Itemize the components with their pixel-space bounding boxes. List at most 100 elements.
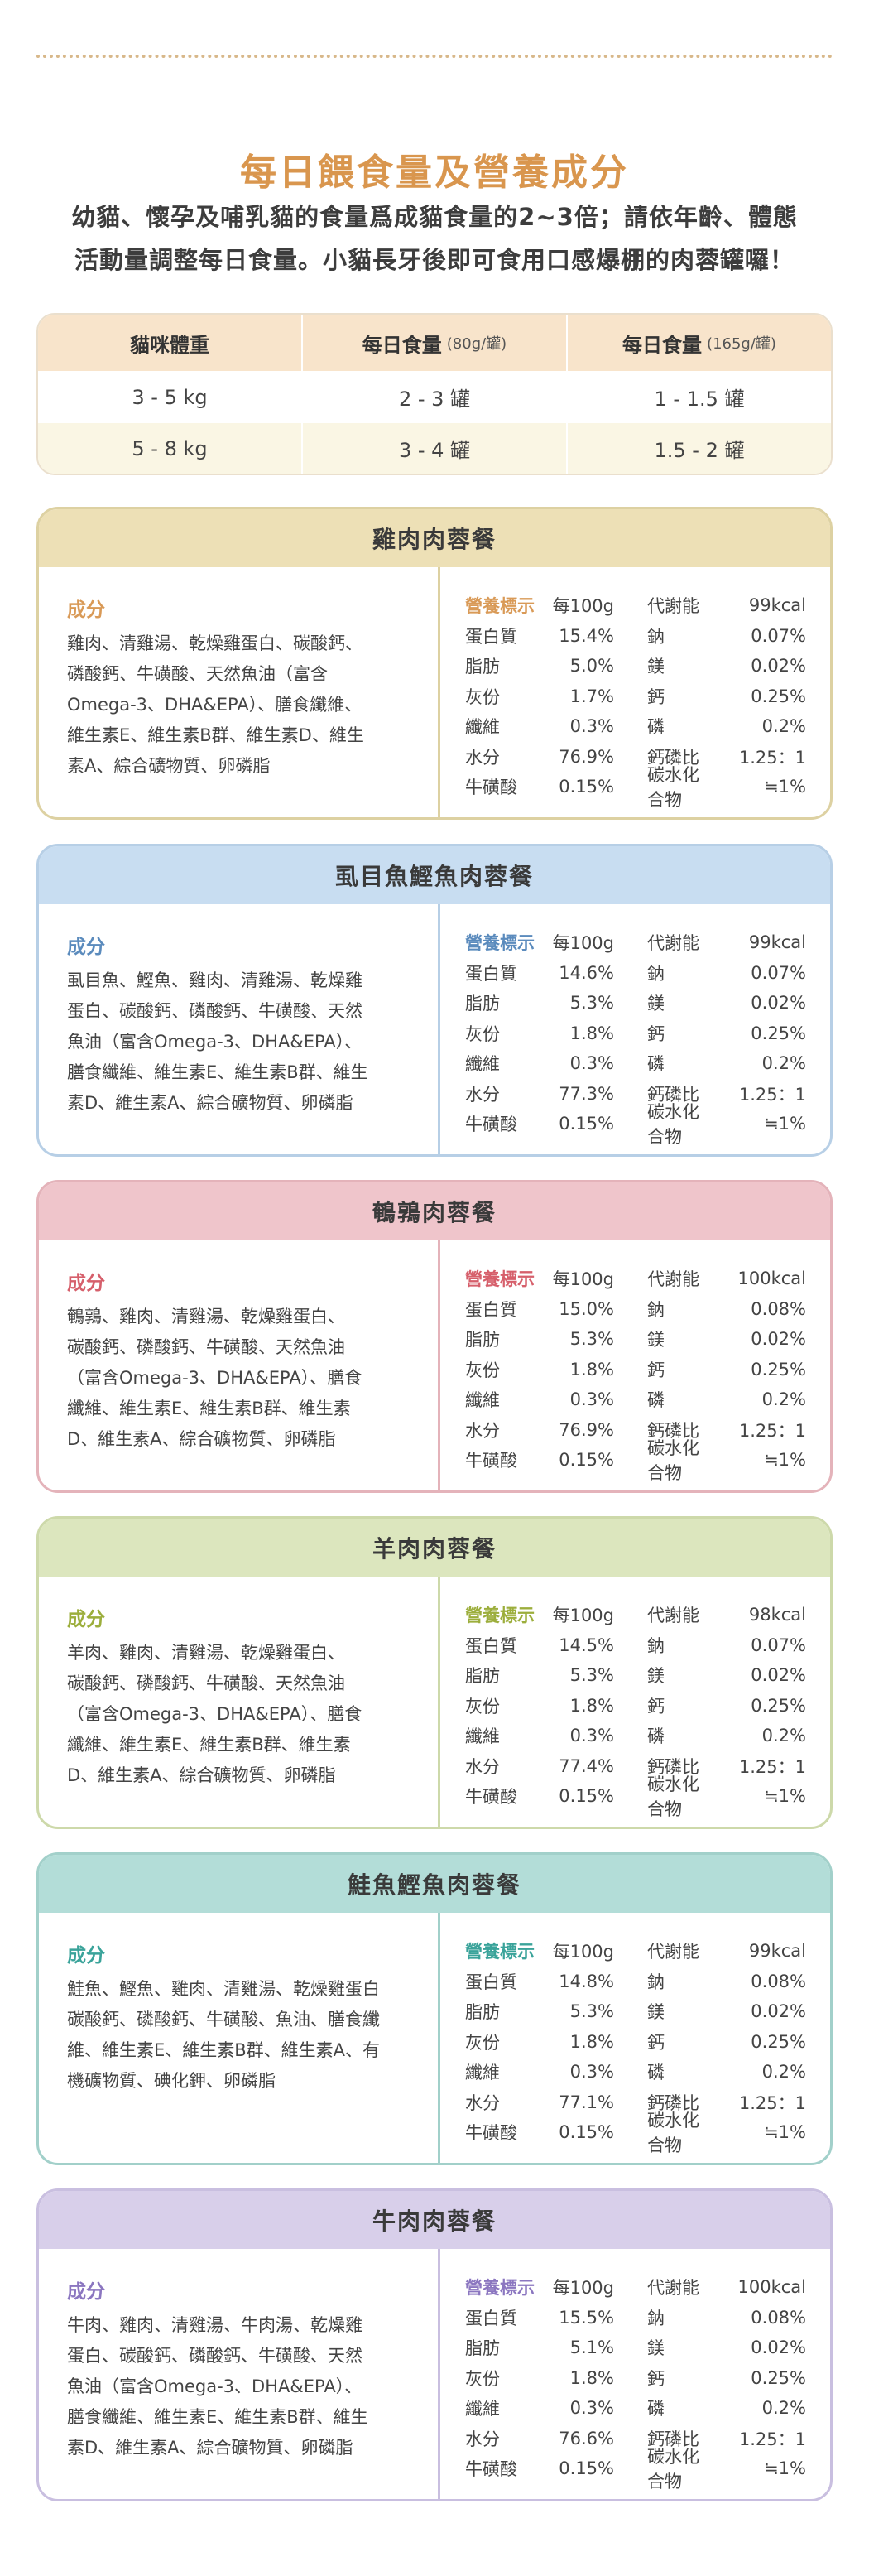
product-body: 成分 鮭魚、鰹魚、雞肉、清雞湯、乾燥雞蛋白 碳酸鈣、磷酸鈣、牛磺酸、魚油、膳食纖 維、…: [39, 1913, 830, 2163]
nutrition-header-row: 營養標示 每100g 代謝能 99kcal: [465, 927, 830, 958]
nutrition-label: 營養標示: [465, 1942, 535, 1962]
nutrient-value: ≒1%: [764, 1114, 806, 1134]
nutrient-name: 脂肪: [465, 1330, 500, 1351]
ingredients-line: 碳酸鈣、磷酸鈣、牛磺酸、天然魚油: [67, 1337, 345, 1357]
ingredients-label: 成分: [67, 1273, 105, 1294]
nutrient-value: 77.4%: [559, 1755, 614, 1776]
product-body: 成分 虱目魚、鰹魚、雞肉、清雞湯、乾燥雞 蛋白、碳酸鈣、磷酸鈣、牛磺酸、天然 魚油（富…: [39, 904, 830, 1154]
nutrient-value: 1.25：1: [738, 1084, 806, 1105]
nutrition-label: 營養標示: [465, 1606, 535, 1626]
nutrient-name: 磷: [647, 1054, 665, 1075]
ingredients-line: 纖維、維生素E、維生素B群、維生素: [67, 1399, 351, 1418]
nutrition-row: 牛磺酸 0.15% 碳水化合物 ≒1%: [465, 1438, 830, 1483]
feeding-table: 貓咪體重 每日食量 (80g/罐) 每日食量 (165g/罐) 3 - 5 kg…: [36, 313, 833, 475]
nutrient-name: 碳水化合物: [647, 1774, 699, 1820]
nutrient-value: 1.8%: [569, 1023, 614, 1043]
ingredients-text: 羊肉、雞肉、清雞湯、乾燥雞蛋白、 碳酸鈣、磷酸鈣、牛磺酸、天然魚油 （富含Omega…: [67, 1638, 420, 1791]
ingredients-text: 牛肉、雞肉、清雞湯、牛肉湯、乾燥雞 蛋白、碳酸鈣、磷酸鈣、牛磺酸、天然 魚油（富含O…: [67, 2310, 420, 2463]
nutrition-table: 營養標示 每100g 代謝能 99kcal 蛋白質 15.4% 鈉 0.07% 脂肪 5.0% 鎂 0…: [440, 567, 830, 817]
nutrition-table: 營養標示 每100g 代謝能 100kcal 蛋白質 15.0% 鈉 0.08% 脂肪 5.3% 鎂…: [440, 1240, 830, 1490]
ingredients-line: 維、維生素E、維生素B群、維生素A、有: [67, 2040, 381, 2060]
feeding-header-sub: (165g/罐): [707, 335, 776, 353]
nutrient-value: 5.3%: [569, 993, 614, 1014]
nutrient-name: 碳水化合物: [647, 1438, 699, 1484]
nutrient-name: 碳水化合物: [647, 2111, 699, 2156]
nutrition-header-row: 營養標示 每100g 代謝能 100kcal: [465, 2272, 830, 2303]
nutrient-value: 1.25：1: [738, 1756, 806, 1777]
ingredients-line: 素A、綜合礦物質、卵磷脂: [67, 756, 271, 776]
product-card: 雞肉肉蓉餐 成分 雞肉、清雞湯、乾燥雞蛋白、碳酸鈣、 磷酸鈣、牛磺酸、天然魚油（富含 O…: [36, 507, 833, 820]
ingredients-line: 纖維、維生素E、維生素B群、維生素: [67, 1735, 351, 1755]
column-divider: [438, 567, 440, 817]
nutrient-value: 0.02%: [751, 656, 806, 677]
nutrition-row: 灰份 1.8% 鈣 0.25%: [465, 1018, 830, 1049]
nutrient-name: 灰份: [465, 686, 500, 707]
nutrient-value: 5.1%: [569, 2338, 614, 2358]
nutrient-value: 0.3%: [569, 1389, 614, 1410]
feeding-cell: 1.5 - 2 罐: [566, 423, 831, 474]
ingredients-line: 碳酸鈣、磷酸鈣、牛磺酸、天然魚油: [67, 1673, 345, 1693]
nutrient-value: 0.02%: [751, 2001, 806, 2022]
nutrient-value: 0.2%: [761, 1389, 806, 1410]
intro-line: 活動量調整每日食量。小貓長牙後即可食用口感爆棚的肉蓉罐囉！: [74, 246, 795, 274]
nutrient-name: 鈣磷比: [647, 1420, 699, 1441]
nutrient-name: 水分: [465, 1084, 500, 1105]
metabolic-energy-label: 代謝能: [647, 1606, 699, 1626]
ingredients-line: 素D、維生素A、綜合礦物質、卵磷脂: [67, 1093, 353, 1113]
nutrition-header-row: 營養標示 每100g 代謝能 99kcal: [465, 1936, 830, 1967]
intro-line: 幼貓、懷孕及哺乳貓的食量爲成貓食量的2~3倍；請依年齡、體態: [71, 203, 798, 231]
per-100g-label: 每100g: [552, 2278, 614, 2299]
nutrition-row: 脂肪 5.1% 鎂 0.02%: [465, 2333, 830, 2363]
nutrient-value: 1.8%: [569, 2031, 614, 2052]
kcal-value: 99kcal: [748, 595, 806, 616]
feeding-header-main: 每日食量: [622, 333, 703, 357]
nutrient-value: 15.0%: [559, 1298, 614, 1319]
nutrient-value: 15.5%: [559, 2307, 614, 2328]
nutrient-value: 0.02%: [751, 1329, 806, 1350]
nutrient-value: 5.3%: [569, 1665, 614, 1686]
nutrient-value: 0.3%: [569, 1726, 614, 1746]
feeding-header-main: 貓咪體重: [130, 333, 209, 357]
nutrient-value: 0.3%: [569, 1053, 614, 1074]
nutrition-row: 水分 77.4% 鈣磷比 1.25：1: [465, 1751, 830, 1782]
per-100g-label: 每100g: [552, 1942, 614, 1962]
nutrition-header-row: 營養標示 每100g 代謝能 100kcal: [465, 1264, 830, 1294]
nutrient-value: 0.2%: [761, 1053, 806, 1074]
nutrition-table: 營養標示 每100g 代謝能 100kcal 蛋白質 15.5% 鈉 0.08% 脂肪 5.1% 鎂…: [440, 2249, 830, 2499]
nutrient-name: 鈣: [647, 1023, 665, 1044]
column-divider: [438, 904, 440, 1154]
nutrient-name: 蛋白質: [465, 2308, 517, 2328]
nutrition-label: 營養標示: [465, 933, 535, 954]
ingredients-line: （富含Omega-3、DHA&EPA）、膳食: [67, 1704, 362, 1724]
nutrient-value: 0.15%: [559, 1450, 614, 1471]
nutrition-row: 牛磺酸 0.15% 碳水化合物 ≒1%: [465, 765, 830, 810]
nutrition-row: 脂肪 5.3% 鎂 0.02%: [465, 1996, 830, 2027]
feeding-table-row: 3 - 5 kg 2 - 3 罐 1 - 1.5 罐: [38, 371, 831, 423]
feeding-cell: 3 - 5 kg: [132, 385, 208, 409]
nutrient-name: 鈣磷比: [647, 1084, 699, 1105]
ingredients-line: 鵪鶉、雞肉、清雞湯、乾燥雞蛋白、: [67, 1307, 345, 1327]
nutrient-name: 脂肪: [465, 2338, 500, 2359]
ingredients-line: 機礦物質、碘化鉀、卵磷脂: [67, 2071, 276, 2091]
nutrient-name: 牛磺酸: [465, 1451, 517, 1471]
nutrition-header-row: 營養標示 每100g 代謝能 99kcal: [465, 590, 830, 621]
metabolic-energy-label: 代謝能: [647, 1269, 699, 1290]
nutrient-value: 0.08%: [751, 1298, 806, 1319]
nutrition-row: 灰份 1.8% 鈣 0.25%: [465, 2027, 830, 2058]
ingredients-section: 成分 鮭魚、鰹魚、雞肉、清雞湯、乾燥雞蛋白 碳酸鈣、磷酸鈣、牛磺酸、魚油、膳食纖 維、…: [39, 1913, 438, 2163]
ingredients-section: 成分 牛肉、雞肉、清雞湯、牛肉湯、乾燥雞 蛋白、碳酸鈣、磷酸鈣、牛磺酸、天然 魚油（富…: [39, 2249, 438, 2499]
nutrient-value: ≒1%: [764, 2122, 806, 2143]
feeding-header-sub: (80g/罐): [446, 335, 507, 353]
nutrient-name: 鈣磷比: [647, 2429, 699, 2449]
nutrient-value: 0.2%: [761, 2062, 806, 2082]
column-divider: [438, 2249, 440, 2499]
per-100g-label: 每100g: [552, 1269, 614, 1290]
nutrition-row: 灰份 1.8% 鈣 0.25%: [465, 1355, 830, 1385]
nutrient-value: 0.25%: [751, 1023, 806, 1043]
nutrient-name: 纖維: [465, 2399, 500, 2420]
nutrition-row: 蛋白質 14.6% 鈉 0.07%: [465, 958, 830, 989]
nutrient-value: 0.15%: [559, 1114, 614, 1134]
nutrition-table: 營養標示 每100g 代謝能 99kcal 蛋白質 14.8% 鈉 0.08% 脂肪 5.3% 鎂 0…: [440, 1913, 830, 2163]
ingredients-line: 維生素E、維生素B群、維生素D、維生: [67, 725, 364, 745]
nutrient-value: 0.3%: [569, 2062, 614, 2082]
